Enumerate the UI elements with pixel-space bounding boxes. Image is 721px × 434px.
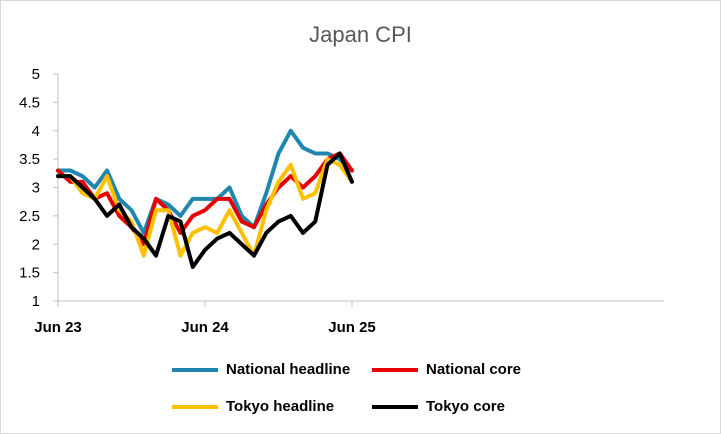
chart-title: Japan CPI (309, 22, 412, 47)
x-tick-labels: Jun 23 Jun 24 Jun 25 (34, 319, 376, 336)
legend-swatch (172, 404, 218, 409)
x-tick-label: Jun 23 (34, 319, 82, 336)
y-tick-label: 2.5 (19, 208, 40, 225)
y-tick-label: 2 (32, 236, 40, 253)
legend-item-national-headline: National headline (172, 361, 350, 378)
legend-swatch (172, 367, 218, 372)
y-tick-label: 1 (32, 293, 40, 310)
x-tick-label: Jun 25 (328, 319, 376, 336)
y-tick-label: 3 (32, 180, 40, 197)
y-tick-labels: 1 1.5 2 2.5 3 3.5 4 4.5 5 (19, 66, 40, 310)
legend-label: National core (426, 361, 522, 378)
legend-item-tokyo-core: Tokyo core (372, 398, 505, 415)
y-tick-label: 4 (32, 123, 40, 140)
series-line-tokyo-core (56, 151, 354, 269)
legend-label: Tokyo core (426, 398, 505, 415)
legend-item-tokyo-headline: Tokyo headline (172, 398, 334, 415)
y-tick-label: 1.5 (19, 265, 40, 282)
y-tick-label: 5 (32, 66, 40, 83)
legend-swatch (372, 367, 418, 372)
series-line-national-headline (56, 128, 354, 235)
legend-swatch (372, 404, 418, 409)
axes (53, 73, 664, 307)
series-line-national-core (56, 151, 354, 247)
legend-item-national-core: National core (372, 361, 521, 378)
series-lines (56, 128, 354, 269)
legend-label: National headline (226, 361, 351, 378)
y-tick-label: 3.5 (19, 151, 40, 168)
x-tick-label: Jun 24 (181, 319, 229, 336)
series-line-tokyo-headline (56, 157, 354, 258)
legend-label: Tokyo headline (226, 398, 335, 415)
y-tick-label: 4.5 (19, 94, 40, 111)
